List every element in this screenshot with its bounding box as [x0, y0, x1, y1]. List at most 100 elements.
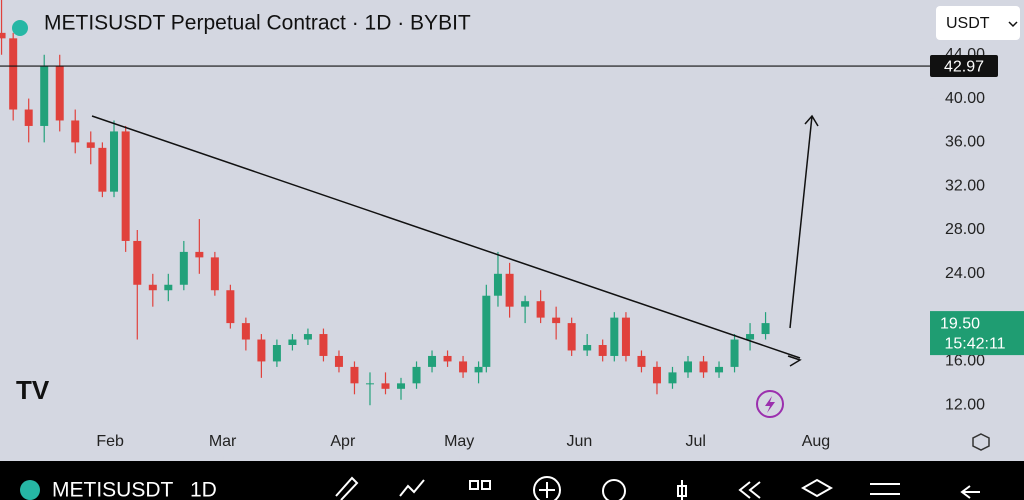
candle-body: [761, 323, 770, 335]
candle-body: [552, 317, 561, 324]
toolbar-icons: [335, 476, 980, 500]
candle-body: [257, 339, 266, 362]
settings-icon[interactable]: [870, 483, 900, 495]
y-tick-label: 32.00: [945, 177, 985, 194]
candle-body: [505, 273, 514, 307]
hline-label-box: [930, 55, 998, 78]
candle-body: [334, 355, 343, 367]
candle-body: [288, 339, 297, 345]
last-price-box: [930, 311, 1024, 356]
currency-label[interactable]: USDT: [946, 15, 990, 32]
x-tick-label: Jul: [686, 433, 706, 450]
candle-body: [241, 323, 250, 340]
x-tick-label: Aug: [802, 433, 830, 450]
candle-body: [699, 361, 708, 373]
y-tick-label: 36.00: [945, 134, 985, 151]
candle-body: [474, 366, 483, 373]
countdown-label: 15:42:11: [944, 335, 1005, 352]
currency-select[interactable]: [936, 6, 1020, 40]
candle-body: [319, 334, 328, 356]
x-tick-label: Jun: [567, 433, 593, 450]
candle-body: [9, 38, 18, 110]
layers-icon[interactable]: [800, 478, 834, 498]
hline-label: 42.97: [944, 58, 984, 75]
candle-body: [428, 355, 437, 367]
candle-body: [482, 295, 491, 367]
y-tick-label: 12.00: [945, 396, 985, 413]
layout-icon[interactable]: [481, 480, 491, 490]
candle-body: [164, 284, 173, 291]
candle-body: [133, 240, 142, 285]
candle-body: [668, 372, 677, 384]
candle-body: [443, 355, 452, 362]
candle-icon[interactable]: [677, 480, 687, 500]
candle-body: [55, 65, 64, 121]
alarm-icon[interactable]: [602, 479, 626, 500]
candle-body: [365, 383, 374, 385]
candle-body: [610, 317, 619, 356]
draw-icon[interactable]: [335, 476, 359, 500]
candle-body: [598, 345, 607, 356]
indicator-icon[interactable]: [399, 479, 425, 497]
candle-body: [583, 345, 592, 351]
candle-body: [412, 366, 421, 384]
toolbar-interval[interactable]: 1D: [190, 479, 217, 500]
plot: [0, 0, 770, 406]
candle-body: [272, 345, 281, 362]
candle-body: [459, 361, 468, 373]
x-tick-label: Apr: [330, 433, 356, 450]
toolbar-symbol[interactable]: METISUSDT: [52, 479, 174, 500]
candle-body: [0, 32, 6, 39]
arrow-line: [789, 115, 813, 329]
trend-line: [91, 115, 801, 359]
last-price-label: 19.50: [940, 315, 980, 332]
undo-icon[interactable]: [960, 485, 980, 499]
add-icon-cross[interactable]: [539, 482, 555, 498]
replay-icon[interactable]: [738, 481, 761, 499]
add-icon[interactable]: [533, 476, 561, 500]
y-tick-label: 28.00: [945, 221, 985, 238]
candle-body: [148, 284, 157, 291]
logo: TV: [16, 375, 50, 405]
chart-title: METISUSDT Perpetual Contract · 1D · BYBI…: [44, 12, 471, 35]
candle-body: [121, 131, 130, 241]
candle-body: [652, 366, 661, 384]
candle-body: [715, 366, 724, 373]
candle-body: [226, 290, 235, 324]
toolbar: [0, 461, 1024, 500]
arrow-head: [804, 114, 819, 127]
candle-body: [71, 120, 80, 143]
y-tick-label: 16.00: [945, 353, 985, 370]
candle-body: [381, 383, 390, 389]
symbol-icon: [20, 480, 40, 500]
candle-body: [637, 355, 646, 367]
settings-icon[interactable]: [972, 433, 990, 451]
candle-body: [195, 251, 204, 258]
x-tick-label: May: [444, 433, 474, 450]
candle-body: [730, 339, 739, 367]
arrow-head: [787, 355, 802, 367]
y-tick-label: 40.00: [945, 90, 985, 107]
lightning-icon[interactable]: [756, 390, 784, 418]
candle-body: [621, 317, 630, 356]
candle-body: [98, 147, 107, 192]
dropdown-icon: [1008, 21, 1018, 28]
candle-body: [683, 361, 692, 373]
candle-body: [746, 334, 755, 340]
candle-body: [179, 251, 188, 285]
y-tick-label: 24.00: [945, 265, 985, 282]
candle-body: [521, 301, 530, 307]
candle-body: [24, 109, 33, 126]
symbol-icon: [12, 20, 28, 36]
candle-body: [303, 334, 312, 340]
lightning-bolt: [765, 396, 775, 413]
x-tick-label: Feb: [96, 433, 124, 450]
x-tick-label: Mar: [209, 433, 237, 450]
candle-body: [86, 142, 95, 148]
candle-body: [210, 257, 219, 291]
candle-body: [110, 131, 119, 192]
layout-icon[interactable]: [469, 480, 479, 490]
